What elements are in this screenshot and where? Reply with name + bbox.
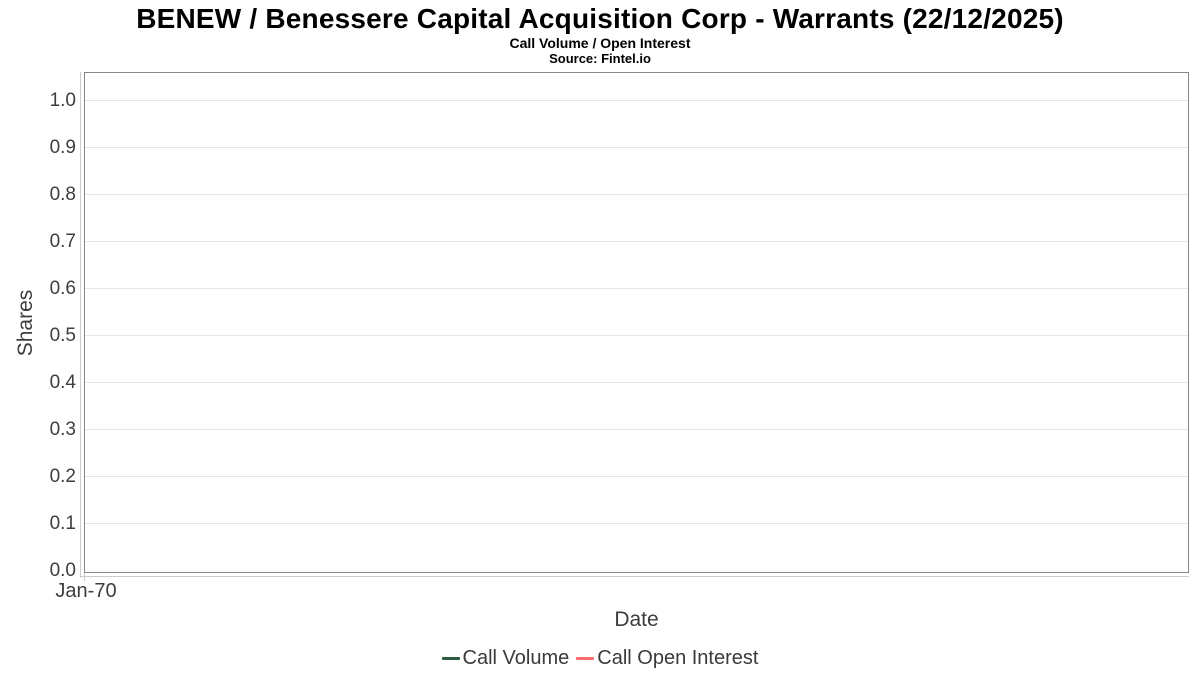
gridline bbox=[85, 476, 1188, 477]
chart-subtitle: Call Volume / Open Interest bbox=[509, 35, 691, 51]
x-tick-label: Jan-70 bbox=[55, 580, 117, 602]
legend-label: Call Volume bbox=[462, 647, 570, 669]
y-axis-labels: 1.0 0.9 0.8 0.7 0.6 0.5 0.4 0.3 0.2 0.1 0.0 bbox=[0, 0, 76, 675]
gridline bbox=[85, 288, 1188, 289]
legend: Call Volume Call Open Interest bbox=[0, 646, 1200, 670]
legend-dash-icon bbox=[576, 656, 595, 660]
y-tick-label: 0.1 bbox=[49, 513, 76, 534]
x-axis-line bbox=[80, 576, 1189, 577]
chart-title: BENEW / Benessere Capital Acquisition Co… bbox=[136, 3, 1064, 34]
y-tick-label: 0.2 bbox=[49, 466, 76, 487]
legend-item[interactable]: Call Open Interest bbox=[576, 646, 758, 670]
y-tick-label: 0.4 bbox=[49, 372, 76, 393]
y-tick-label: 0.6 bbox=[49, 278, 76, 299]
y-tick-label: 0.5 bbox=[49, 325, 76, 346]
legend-label: Call Open Interest bbox=[597, 647, 759, 669]
gridline bbox=[85, 100, 1188, 101]
gridline bbox=[85, 335, 1188, 336]
gridline bbox=[85, 194, 1188, 195]
gridline bbox=[85, 147, 1188, 148]
gridline bbox=[85, 382, 1188, 383]
gridline bbox=[85, 523, 1188, 524]
gridline bbox=[85, 241, 1188, 242]
x-tick-mark bbox=[84, 572, 85, 581]
x-axis-title: Date bbox=[614, 608, 659, 631]
y-tick-label: 0.0 bbox=[49, 560, 76, 581]
y-tick-label: 0.8 bbox=[49, 184, 76, 205]
y-tick-label: 0.9 bbox=[49, 137, 76, 158]
y-tick-label: 0.3 bbox=[49, 419, 76, 440]
gridline bbox=[85, 429, 1188, 430]
chart-source: Source: Fintel.io bbox=[549, 51, 651, 66]
y-axis-title: Shares bbox=[14, 289, 37, 357]
plot-area bbox=[84, 72, 1189, 573]
legend-dash-icon bbox=[441, 656, 460, 660]
y-tick-label: 0.7 bbox=[49, 231, 76, 252]
y-tick-label: 1.0 bbox=[49, 90, 76, 111]
legend-item[interactable]: Call Volume bbox=[441, 646, 570, 670]
y-axis-line bbox=[80, 72, 81, 578]
